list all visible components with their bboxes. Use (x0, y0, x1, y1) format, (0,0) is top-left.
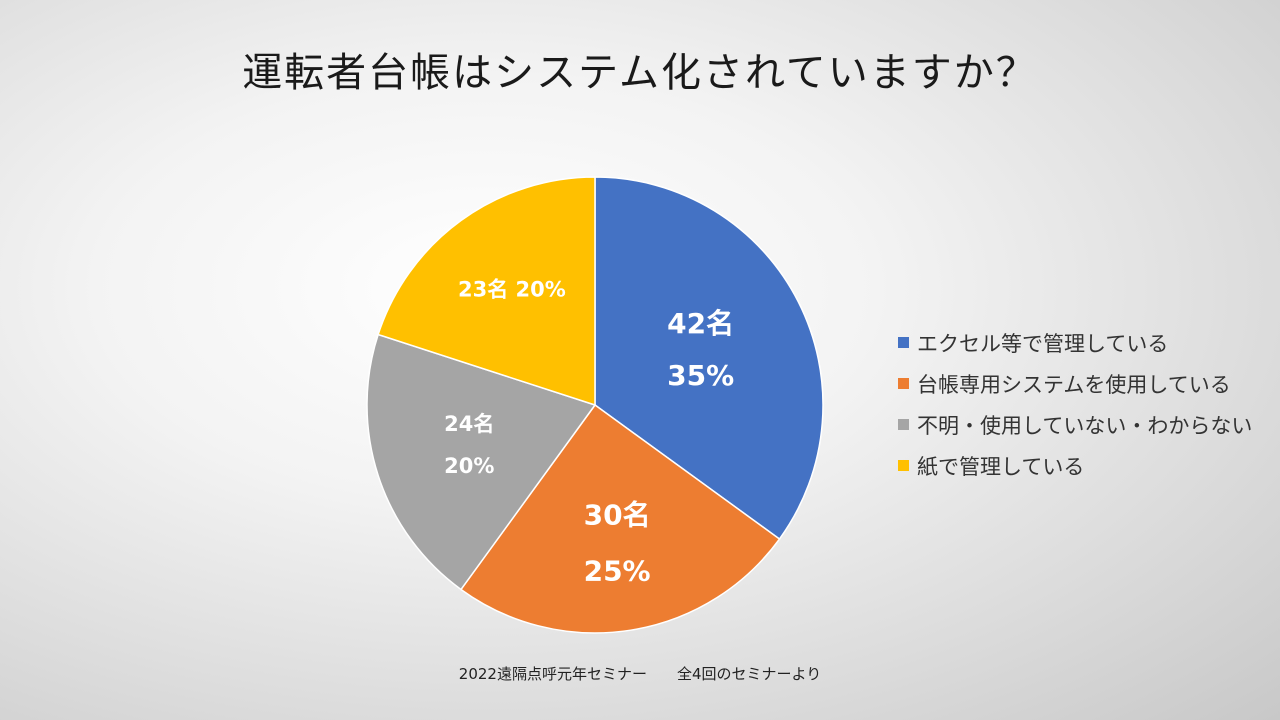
legend-swatch (898, 460, 909, 471)
legend-swatch (898, 419, 909, 430)
chart-title: 運転者台帳はシステム化されていますか？ (242, 50, 1038, 96)
pie-slice-paper (377, 176, 596, 407)
legend-label: 不明・使用していない・わからない (917, 413, 1253, 438)
legend-swatch (898, 378, 909, 389)
data-label-percent: 35% (667, 359, 734, 392)
data-label-percent: 25% (584, 555, 651, 588)
legend-label: エクセル等で管理している (917, 331, 1169, 356)
data-label-percent: 20% (444, 454, 494, 478)
footer-note: 2022遠隔点呼元年セミナー 全4回のセミナーより (458, 665, 822, 683)
legend-label: 紙で管理している (917, 454, 1085, 479)
legend-swatch (898, 337, 909, 348)
data-label: 23名 20% (458, 278, 566, 302)
data-label-count: 24名 (444, 412, 494, 436)
data-label-count: 42名 (667, 307, 734, 340)
pie-slice-dedicated-system (459, 403, 781, 634)
pie-slice-excel (594, 176, 824, 541)
pie-slices (366, 176, 824, 634)
legend-label: 台帳専用システムを使用している (917, 372, 1231, 397)
pie-slice-unknown (366, 333, 597, 591)
pie-data-labels: 42名 35% 30名 25% 24名 20% 23名 20% (444, 278, 734, 588)
data-label-count: 30名 (584, 499, 651, 532)
legend-item-paper: 紙で管理している (898, 445, 1252, 486)
legend-item-excel: エクセル等で管理している (898, 322, 1252, 363)
legend-item-unknown: 不明・使用していない・わからない (898, 404, 1252, 445)
chart-legend: エクセル等で管理している 台帳専用システムを使用している 不明・使用していない・… (898, 322, 1252, 486)
legend-item-dedicated-system: 台帳専用システムを使用している (898, 363, 1252, 404)
